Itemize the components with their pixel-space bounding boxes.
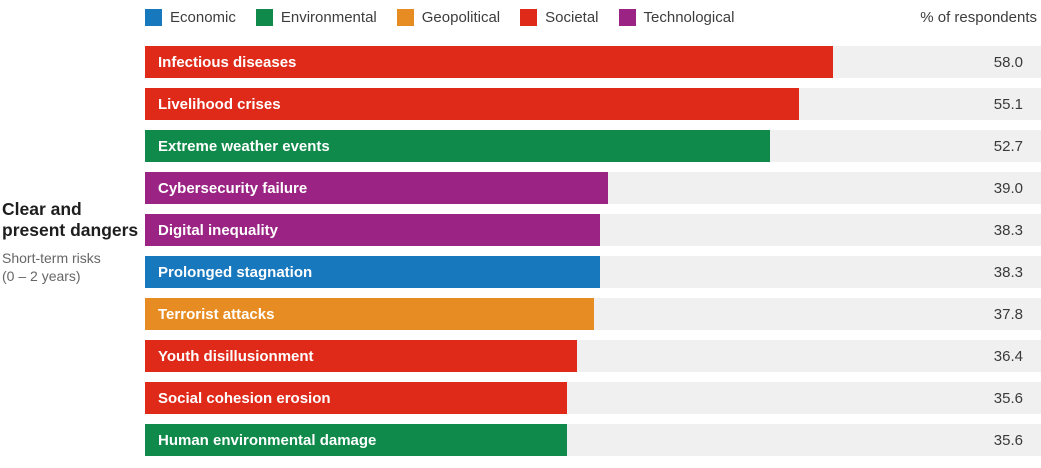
legend-swatch-icon: [618, 8, 636, 26]
bar: Livelihood crises: [145, 88, 799, 120]
bar: Prolonged stagnation: [145, 256, 600, 288]
bar-row: Extreme weather events 52.7: [145, 130, 1041, 162]
bar-value: 35.6: [993, 389, 1023, 407]
bar-row: Youth disillusionment 36.4: [145, 340, 1041, 372]
bar-label: Youth disillusionment: [158, 347, 314, 365]
legend-item-societal: Societal: [520, 8, 599, 26]
legend-swatch-icon: [520, 8, 538, 26]
bar-row: Prolonged stagnation 38.3: [145, 256, 1041, 288]
bar: Terrorist attacks: [145, 298, 594, 330]
bar-value: 37.8: [993, 305, 1023, 323]
bar-row: Livelihood crises 55.1: [145, 88, 1041, 120]
bar-row: Digital inequality 38.3: [145, 214, 1041, 246]
legend-swatch-icon: [255, 8, 273, 26]
legend-label: Environmental: [280, 8, 377, 26]
bar: Social cohesion erosion: [145, 382, 568, 414]
bar-value: 39.0: [993, 179, 1023, 197]
legend-item-technological: Technological: [618, 8, 735, 26]
bar: Cybersecurity failure: [145, 172, 608, 204]
legend-label: Societal: [545, 8, 599, 26]
bar-label: Terrorist attacks: [158, 305, 275, 323]
bar-value: 35.6: [993, 431, 1023, 449]
legend-label: Technological: [643, 8, 735, 26]
chart-subtitle-line1: Short-term risks: [2, 249, 101, 266]
bar-label: Extreme weather events: [158, 137, 330, 155]
legend-item-geopolitical: Geopolitical: [396, 8, 501, 26]
legend-item-economic: Economic: [145, 8, 236, 26]
chart-title: Clear and present dangers: [2, 199, 139, 241]
bar-label: Livelihood crises: [158, 95, 281, 113]
bar-value: 58.0: [993, 53, 1023, 71]
bar-label: Prolonged stagnation: [158, 263, 313, 281]
chart-subtitle-line2: (0 – 2 years): [2, 267, 81, 284]
bar-value: 52.7: [993, 137, 1023, 155]
bar: Human environmental damage: [145, 424, 568, 456]
legend-item-environmental: Environmental: [255, 8, 377, 26]
bar-row: Infectious diseases 58.0: [145, 46, 1041, 78]
legend: Economic Environmental Geopolitical Societa…: [145, 7, 1037, 27]
bar-row: Cybersecurity failure 39.0: [145, 172, 1041, 204]
bar-value: 36.4: [993, 347, 1023, 365]
bar-row: Human environmental damage 35.6: [145, 424, 1041, 456]
legend-swatch-icon: [145, 8, 162, 26]
legend-label: Economic: [170, 8, 236, 26]
bar: Youth disillusionment: [145, 340, 577, 372]
bar-label: Digital inequality: [158, 221, 279, 239]
bar: Digital inequality: [145, 214, 600, 246]
bar-row: Social cohesion erosion 35.6: [145, 382, 1041, 414]
bar-label: Cybersecurity failure: [158, 179, 308, 197]
legend-swatch-icon: [396, 8, 414, 26]
bar-value: 38.3: [993, 263, 1023, 281]
chart-subtitle: Short-term risks (0 – 2 years): [2, 249, 142, 285]
bar-chart: Infectious diseases 58.0 Livelihood crises…: [145, 46, 1041, 456]
bar-label: Infectious diseases: [158, 53, 297, 71]
bar: Extreme weather events: [145, 130, 771, 162]
bar-value: 38.3: [993, 221, 1023, 239]
value-axis-label: % of respondents: [920, 8, 1037, 26]
bar-label: Social cohesion erosion: [158, 389, 331, 407]
bar-row: Terrorist attacks 37.8: [145, 298, 1041, 330]
bar-label: Human environmental damage: [158, 431, 377, 449]
bar: Infectious diseases: [145, 46, 834, 78]
bar-value: 55.1: [993, 95, 1023, 113]
chart-title-block: Clear and present dangers Short-term ris…: [2, 199, 142, 285]
legend-label: Geopolitical: [421, 8, 501, 26]
